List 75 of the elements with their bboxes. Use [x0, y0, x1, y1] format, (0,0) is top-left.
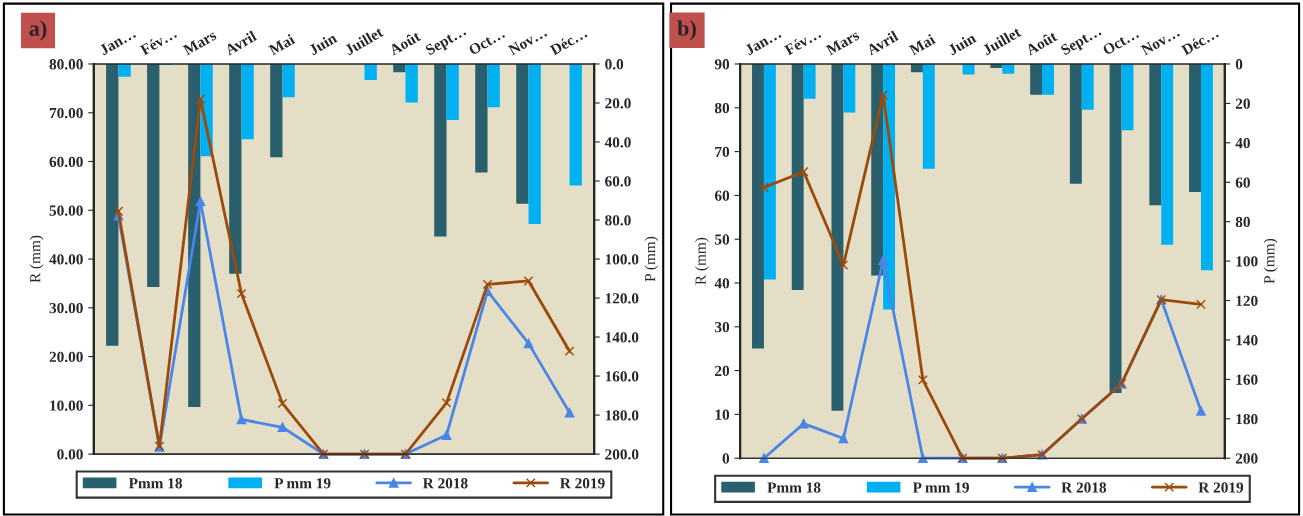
y-tick-label: 70.00 [49, 107, 83, 119]
y-tick-label: 20.00 [49, 351, 83, 363]
x-tick-label: Nov… [507, 26, 548, 56]
chart-title: b) [677, 20, 696, 41]
y-tick-label: 60.00 [49, 156, 83, 168]
y2-tick-label: 0.0 [605, 59, 624, 70]
legend-label: R 2019 [1198, 482, 1244, 493]
y-tick-label: 70 [715, 146, 730, 158]
y-tick-label: 80.00 [49, 59, 83, 70]
y2-tick-label: 80.0 [605, 215, 631, 226]
x-tick-label: Sept… [424, 25, 469, 59]
y-tick-label: 40 [714, 278, 730, 289]
y2-tick-label: 80 [1235, 216, 1250, 228]
y-tick-label: 0 [722, 453, 730, 464]
x-tick-label: Août [1024, 30, 1058, 56]
x-tick-label: Fév… [783, 27, 822, 56]
x-tick-label: Jan… [744, 28, 782, 56]
y2-tick-label: 20.0 [605, 98, 631, 109]
y-axis-title: R (mm) [29, 235, 44, 283]
y-tick-label: 90 [714, 59, 730, 70]
y2-tick-label: 140.0 [605, 332, 639, 343]
y-tick-label: 30 [714, 321, 730, 333]
y2-tick-label: 0 [1235, 59, 1243, 70]
x-tick-label: Mars [825, 29, 861, 56]
y-tick-label: 10 [715, 409, 730, 420]
x-tick-label: Mai [267, 33, 296, 56]
y2-tick-label: 100 [1236, 256, 1258, 267]
legend-label: R 2019 [560, 478, 605, 489]
y-tick-label: 20 [715, 365, 730, 377]
y-tick-label: 50.00 [49, 205, 83, 216]
x-tick-label: Août [388, 30, 422, 56]
y-tick-label: 10.00 [50, 400, 83, 411]
y-tick-label: 80 [714, 102, 730, 114]
legend-label: Pmm 18 [767, 482, 821, 493]
x-tick-label: Nov… [1140, 26, 1181, 56]
y2-tick-label: 200 [1235, 453, 1258, 464]
x-tick-label: Oct… [1102, 27, 1140, 56]
y-tick-label: 60 [714, 190, 730, 201]
x-tick-label: Mars [182, 29, 218, 56]
y2-tick-label: 120.0 [605, 293, 639, 304]
y2-tick-label: 60.0 [605, 176, 631, 187]
y2-axis-title: P (mm) [1263, 238, 1278, 284]
legend-label: R 2018 [1061, 482, 1107, 493]
y2-tick-label: 160.0 [605, 371, 639, 382]
y-tick-label: 40.00 [49, 254, 83, 265]
y-tick-label: 0.00 [57, 449, 83, 460]
y-axis-title: R (mm) [695, 237, 709, 285]
y-tick-label: 50 [715, 234, 730, 245]
legend-label: R 2018 [422, 478, 468, 489]
y-tick-label: 30.00 [49, 302, 83, 314]
x-tick-label: Déc… [1180, 27, 1220, 56]
y2-tick-label: 160 [1236, 374, 1258, 385]
y2-tick-label: 180.0 [605, 410, 639, 421]
y2-tick-label: 20 [1235, 98, 1250, 109]
legend-label: P mm 19 [274, 478, 331, 489]
y2-tick-label: 40.0 [604, 137, 631, 148]
y2-axis-title: P (mm) [644, 236, 659, 282]
x-tick-label: Sept… [1060, 25, 1104, 59]
x-tick-label: Mai [908, 33, 936, 56]
x-tick-label: Oct… [468, 27, 506, 56]
legend-label: Pmm 18 [128, 478, 183, 489]
x-tick-label: Déc… [549, 27, 588, 56]
x-tick-label: Juin [947, 32, 977, 56]
legend-label: P mm 19 [912, 482, 969, 493]
y2-tick-label: 120 [1236, 295, 1258, 306]
y2-tick-label: 140 [1236, 335, 1258, 346]
x-tick-label: Juin [308, 32, 338, 56]
y2-tick-label: 200.0 [605, 449, 639, 460]
x-tick-label: Fév… [139, 27, 178, 56]
chart-title: a) [29, 20, 47, 41]
y2-tick-label: 40 [1235, 137, 1250, 149]
y2-tick-label: 180 [1236, 413, 1258, 425]
y2-tick-label: 60 [1235, 177, 1250, 188]
x-tick-label: Jan… [98, 28, 137, 56]
y2-tick-label: 100.0 [605, 254, 639, 265]
